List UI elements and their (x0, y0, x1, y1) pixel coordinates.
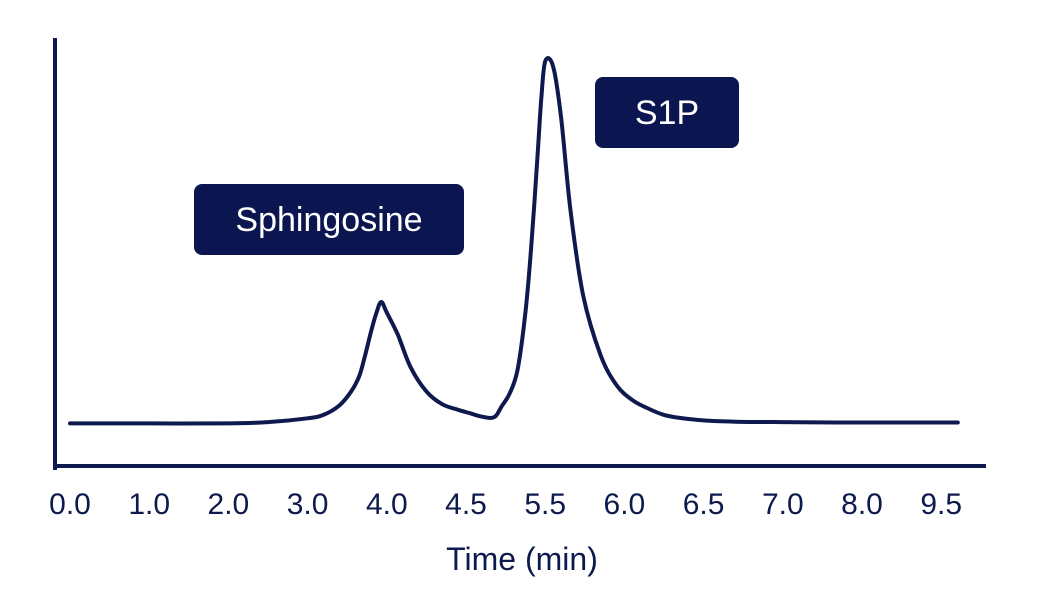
x-tick-label: 6.5 (683, 488, 725, 521)
x-tick-label: 6.0 (604, 488, 646, 521)
peak-label: Sphingosine (194, 184, 464, 255)
peak-label-box (194, 184, 464, 255)
x-tick-labels: 0.0 1.0 2.0 3.0 4.0 4.5 5.5 6.0 6.5 7.0 8.0 9.5 (49, 488, 962, 521)
x-tick-label: 3.0 (287, 488, 329, 521)
x-tick-label: 1.0 (128, 488, 170, 521)
x-axis-title: Time (min) (446, 541, 598, 577)
x-tick-label: 4.5 (445, 488, 487, 521)
x-tick-label: 7.0 (762, 488, 804, 521)
x-tick-label: 5.5 (524, 488, 566, 521)
x-tick-label: 0.0 (49, 488, 91, 521)
x-tick-label: 8.0 (841, 488, 883, 521)
peak-label-text: Sphingosine (235, 201, 422, 239)
x-tick-label: 4.0 (366, 488, 408, 521)
peak-annotations: Sphingosine S1P (194, 77, 739, 255)
peak-label: S1P (595, 77, 739, 148)
x-tick-label: 2.0 (208, 488, 250, 521)
peak-label-box (595, 77, 739, 148)
x-tick-label: 9.5 (920, 488, 962, 521)
chromatogram-series-line (68, 56, 960, 426)
peak-label-text: S1P (635, 94, 699, 132)
